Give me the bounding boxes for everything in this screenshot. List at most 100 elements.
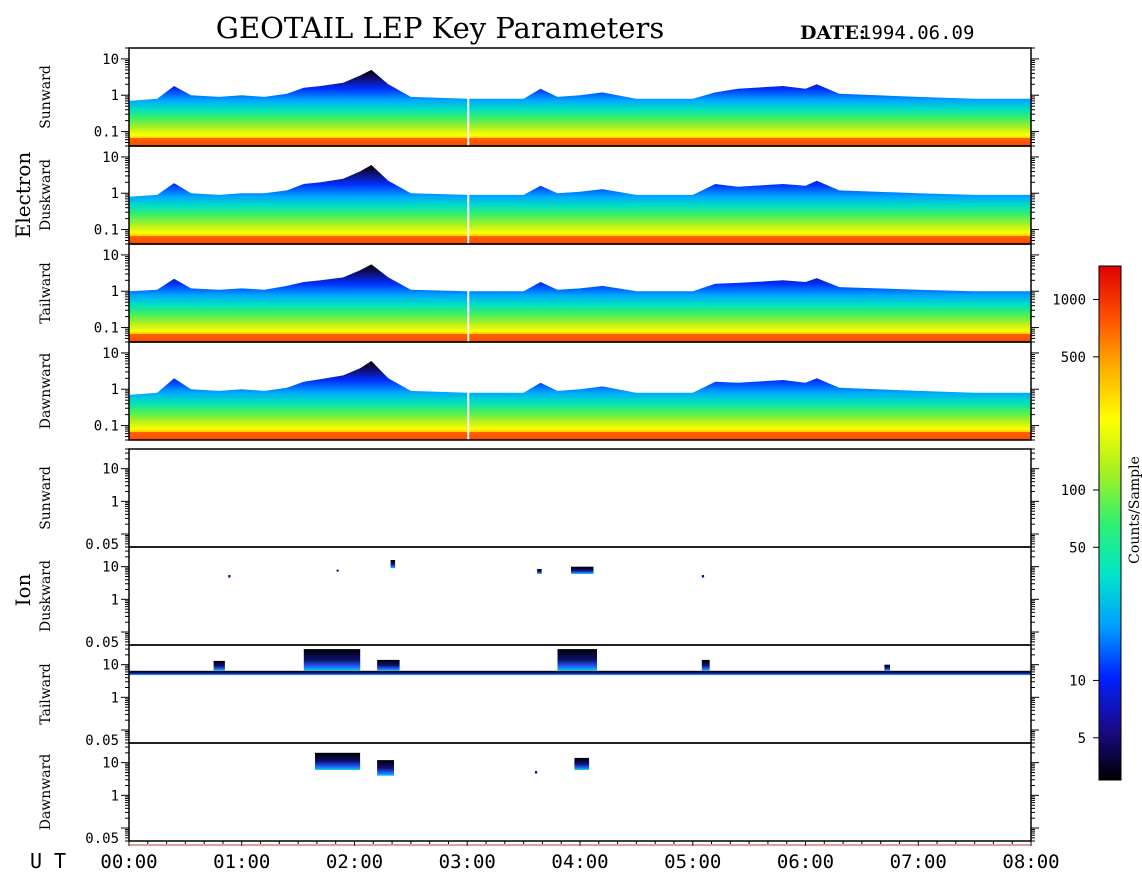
x-tick-label: 01:00 <box>213 851 270 873</box>
panel-data-area <box>315 752 590 776</box>
chart-title: GEOTAIL LEP Key Parameters <box>216 11 664 45</box>
spectrogram-panels: 10 1 0.1 Sunward 10 1 0.1 Duskward 10 1 0.1 Tailwar… <box>38 47 1039 847</box>
y-tick-label: 1 <box>111 592 119 608</box>
date-value: 1994.06.09 <box>860 22 974 44</box>
y-tick-label: 1 <box>111 788 119 804</box>
panel-electron-dawnward: 10 1 0.1 Dawnward <box>38 341 1039 441</box>
x-tick-label: 00:00 <box>100 851 157 873</box>
panel-ion-dawnward: 10 1 0.05 Dawnward <box>38 742 1039 847</box>
y-tick-label: 10 <box>102 150 119 166</box>
y-tick-label: 0.1 <box>94 125 119 141</box>
low-energy-band <box>129 138 1031 144</box>
low-energy-band <box>129 334 1031 340</box>
y-tick-label: 1 <box>111 690 119 706</box>
y-tick-label: 1 <box>111 284 119 300</box>
ion-count-patch <box>390 560 396 569</box>
panel-electron-duskward: 10 1 0.1 Duskward <box>38 145 1039 245</box>
ion-count-patch <box>336 569 339 572</box>
ion-count-patch <box>571 566 594 574</box>
y-tick-label: 10 <box>102 248 119 264</box>
x-tick-label: 04:00 <box>551 851 608 873</box>
group-label-electron: Electron <box>11 152 35 239</box>
panel-name-label: Sunward <box>38 65 54 129</box>
ion-count-patch <box>701 575 705 578</box>
colorbar-ticks: 1000 500 100 50 10 5 <box>1052 293 1099 747</box>
panel-name-label: Dawnward <box>38 353 54 430</box>
data-gap-line <box>467 48 470 146</box>
panel-frame <box>128 546 1032 646</box>
electron-spectrum-area <box>129 165 1031 244</box>
ion-count-patch <box>315 752 361 770</box>
y-tick-label: 10 <box>102 52 119 68</box>
y-tick-label: 0.05 <box>85 537 119 553</box>
panel-ion-sunward: 10 1 0.05 Sunward <box>38 448 1039 553</box>
x-tick-label: 03:00 <box>439 851 496 873</box>
date-label: DATE: <box>800 22 866 44</box>
electron-spectrum-area <box>129 361 1031 440</box>
panel-frame <box>128 742 1032 842</box>
panel-electron-sunward: 10 1 0.1 Sunward <box>38 47 1039 147</box>
low-energy-band <box>129 236 1031 242</box>
y-tick-label: 0.1 <box>94 223 119 239</box>
colorbar-tick-label: 5 <box>1078 731 1086 747</box>
colorbar: 1000 500 100 50 10 5 Counts/Sample <box>1052 265 1142 781</box>
y-tick-label: 1 <box>111 88 119 104</box>
ion-count-patch <box>884 664 890 671</box>
y-tick-label: 10 <box>102 658 119 674</box>
y-tick-label: 0.1 <box>94 321 119 337</box>
ion-count-patch <box>701 659 710 671</box>
y-tick-label: 0.05 <box>85 635 119 651</box>
y-tick-label: 10 <box>102 560 119 576</box>
panel-ion-duskward: 10 1 0.05 Duskward <box>38 546 1039 651</box>
y-tick-label: 0.05 <box>85 733 119 749</box>
ion-count-patch <box>557 649 597 671</box>
panel-electron-tailward: 10 1 0.1 Tailward <box>38 243 1039 343</box>
x-axis-ticks: 00:00 01:00 02:00 03:00 04:00 05:00 06:00 07:00… <box>100 841 1060 873</box>
colorbar-tick-label: 1000 <box>1052 293 1086 309</box>
x-tick-label: 05:00 <box>664 851 721 873</box>
panel-data-area <box>129 342 1031 440</box>
ion-count-patch <box>534 771 538 774</box>
colorbar-label: Counts/Sample <box>1127 456 1142 564</box>
ion-count-patch <box>574 757 590 770</box>
data-gap-line <box>467 342 470 440</box>
ion-count-patch <box>129 670 1031 676</box>
data-gap-line <box>467 146 470 244</box>
data-gap-line <box>467 244 470 342</box>
y-tick-label: 1 <box>111 186 119 202</box>
electron-spectrum-area <box>129 264 1031 342</box>
x-tick-label: 07:00 <box>890 851 947 873</box>
electron-spectrum-area <box>129 69 1031 146</box>
ion-count-patch <box>213 660 225 671</box>
ion-count-patch <box>228 575 231 578</box>
panel-data-area <box>129 48 1031 146</box>
colorbar-tick-label: 500 <box>1061 350 1086 366</box>
y-tick-label: 1 <box>111 494 119 510</box>
colorbar-gradient <box>1098 265 1122 781</box>
y-tick-label: 10 <box>102 756 119 772</box>
colorbar-tick-label: 50 <box>1069 540 1086 556</box>
colorbar-tick-label: 10 <box>1069 673 1086 689</box>
y-tick-label: 10 <box>102 346 119 362</box>
panel-ion-tailward: 10 1 0.05 Tailward <box>38 644 1039 749</box>
colorbar-tick-label: 100 <box>1061 483 1086 499</box>
x-tick-label: 02:00 <box>326 851 383 873</box>
panel-data-area <box>129 146 1031 244</box>
ion-count-patch <box>303 649 361 671</box>
panel-name-label: Dawnward <box>38 754 54 831</box>
y-tick-label: 10 <box>102 462 119 478</box>
panel-name-label: Tailward <box>38 262 54 324</box>
y-tick-label: 0.1 <box>94 419 119 435</box>
ion-count-patch <box>537 569 542 574</box>
panel-name-label: Sunward <box>38 466 54 530</box>
panel-data-area <box>129 244 1031 342</box>
panel-data-area <box>228 560 705 578</box>
low-energy-band <box>129 432 1031 438</box>
group-label-ion: Ion <box>11 573 35 606</box>
ion-count-patch <box>377 760 394 776</box>
x-tick-label: 08:00 <box>1002 851 1059 873</box>
panel-frame <box>128 448 1032 548</box>
y-tick-label: 1 <box>111 382 119 398</box>
